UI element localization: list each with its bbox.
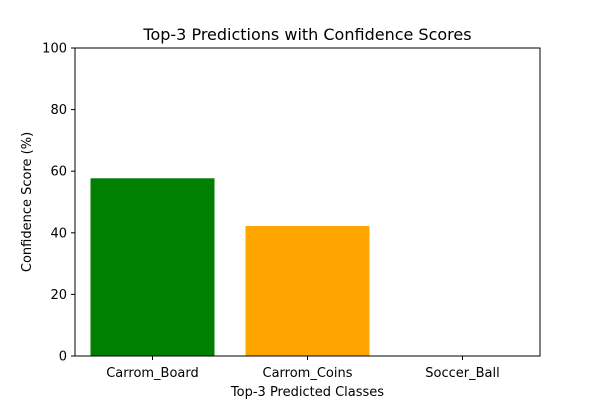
y-tick-label: 100 xyxy=(42,42,67,57)
x-tick-label: Soccer_Ball xyxy=(425,366,499,381)
chart-title: Top-3 Predictions with Confidence Scores xyxy=(142,25,471,44)
x-axis-label: Top-3 Predicted Classes xyxy=(230,385,384,400)
bar-carrom-coins xyxy=(245,226,370,356)
y-tick-label: 80 xyxy=(50,103,67,118)
y-axis-label: Confidence Score (%) xyxy=(20,132,35,272)
y-tick-label: 40 xyxy=(50,226,67,241)
bars-group xyxy=(90,178,525,356)
x-tick-label: Carrom_Coins xyxy=(263,366,353,381)
y-tick-label: 60 xyxy=(50,165,67,180)
y-tick-label: 20 xyxy=(50,288,67,303)
x-tick-label: Carrom_Board xyxy=(106,366,199,381)
bar-carrom-board xyxy=(90,178,215,356)
x-axis-ticks: Carrom_Board Carrom_Coins Soccer_Ball xyxy=(106,356,500,381)
y-tick-label: 0 xyxy=(59,350,67,365)
y-axis-ticks: 0 20 40 60 80 100 xyxy=(42,42,75,365)
